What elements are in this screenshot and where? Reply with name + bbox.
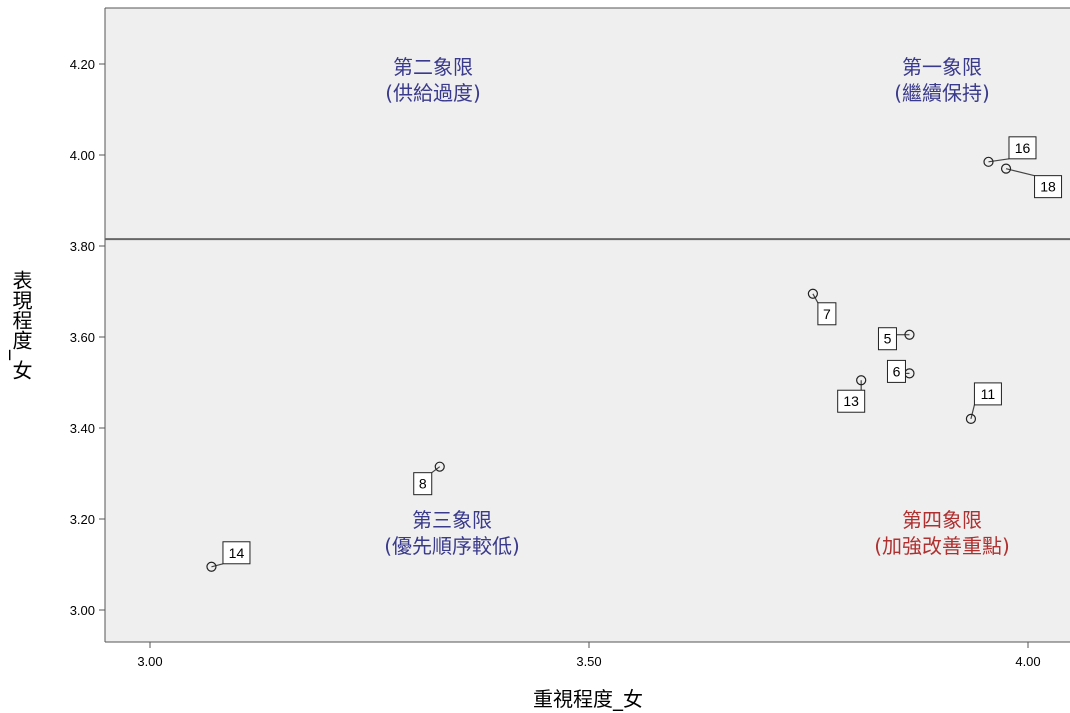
point-label: 18 xyxy=(1040,179,1056,195)
data-point xyxy=(983,156,994,167)
point-label-box xyxy=(973,382,1002,406)
quadrant-label-title: 第四象限 xyxy=(902,508,982,532)
quadrant-label-title: 第二象限 xyxy=(393,55,473,79)
x-tick-label: 3.00 xyxy=(137,654,162,669)
point-label: 16 xyxy=(1015,140,1031,156)
y-tick-label: 3.00 xyxy=(70,603,95,618)
point-label: 6 xyxy=(893,363,901,379)
point-label-box xyxy=(222,541,251,565)
point-leader-line xyxy=(812,293,819,304)
point-label: 14 xyxy=(229,545,245,561)
y-tick-label: 3.80 xyxy=(70,239,95,254)
x-tick-label: 4.00 xyxy=(1015,654,1040,669)
y-tick-label: 3.40 xyxy=(70,421,95,436)
data-point xyxy=(434,461,445,472)
point-label-box xyxy=(877,327,897,351)
point-label-box xyxy=(1034,175,1063,199)
y-axis-title: 表現程度_女 xyxy=(9,270,33,380)
point-leader-line xyxy=(988,158,1010,163)
y-tick-label: 4.00 xyxy=(70,148,95,163)
point-label-box xyxy=(413,472,433,496)
point-label: 7 xyxy=(823,306,831,322)
quadrant-label-title: 第一象限 xyxy=(902,55,982,79)
point-label: 5 xyxy=(884,331,892,347)
point-leader-line xyxy=(970,404,976,420)
quadrant-label-subtitle: (優先順序較低) xyxy=(384,534,520,558)
point-label: 11 xyxy=(981,386,996,402)
point-label: 8 xyxy=(419,476,427,492)
y-tick-label: 3.60 xyxy=(70,330,95,345)
quadrant-label-subtitle: (加強改善重點) xyxy=(874,534,1010,558)
point-leader-line xyxy=(211,563,224,568)
point-label-box xyxy=(837,389,866,413)
point-label: 13 xyxy=(843,393,859,409)
y-tick-label: 3.20 xyxy=(70,512,95,527)
quadrant-label-subtitle: (繼續保持) xyxy=(894,81,990,105)
data-point xyxy=(904,329,915,340)
data-point xyxy=(206,561,217,572)
point-label-box xyxy=(1008,136,1037,160)
point-label-box xyxy=(886,359,906,383)
data-point xyxy=(856,375,867,386)
y-tick-label: 4.20 xyxy=(70,57,95,72)
quadrant-label-subtitle: (供給過度) xyxy=(385,81,481,105)
x-axis-title: 重視程度_女 xyxy=(533,687,643,711)
quadrant-label-title: 第三象限 xyxy=(412,508,492,532)
data-point xyxy=(1000,163,1012,174)
data-point xyxy=(965,413,977,424)
data-point xyxy=(807,288,818,299)
point-label-box xyxy=(817,302,837,326)
x-tick-label: 3.50 xyxy=(576,654,601,669)
plot-area xyxy=(105,8,1070,642)
